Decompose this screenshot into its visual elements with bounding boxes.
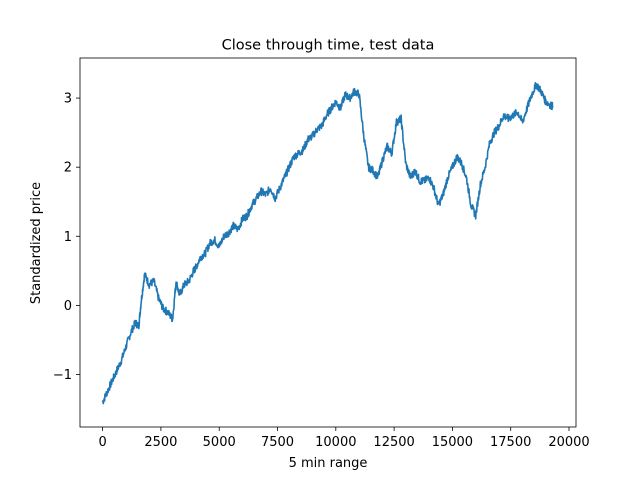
y-tick-label: 2 [64, 161, 72, 176]
x-tick-label: 17500 [490, 435, 531, 450]
plot-area: 0 2500 5000 7500 10000 12500 15000 17500 20000 −1… [53, 57, 590, 450]
x-axis-label: 5 min range [289, 456, 368, 471]
x-tick-label: 7500 [261, 435, 294, 450]
x-tick-label: 2500 [144, 435, 177, 450]
y-tick-label: 1 [64, 230, 72, 245]
x-tick-label: 10000 [315, 435, 356, 450]
chart-title: Close through time, test data [222, 38, 435, 54]
x-tick-label: 20000 [548, 435, 589, 450]
y-axis-label: Standardized price [29, 182, 44, 304]
plot-frame [79, 57, 577, 428]
x-tick-label: 15000 [432, 435, 473, 450]
y-tick-label: −1 [53, 368, 72, 383]
y-tick-label: 0 [64, 299, 72, 314]
x-tick-label: 12500 [373, 435, 414, 450]
series-line-0 [101, 81, 554, 405]
x-tick-label: 5000 [203, 435, 236, 450]
y-tick-label: 3 [64, 92, 72, 107]
x-tick-label: 0 [98, 435, 106, 450]
